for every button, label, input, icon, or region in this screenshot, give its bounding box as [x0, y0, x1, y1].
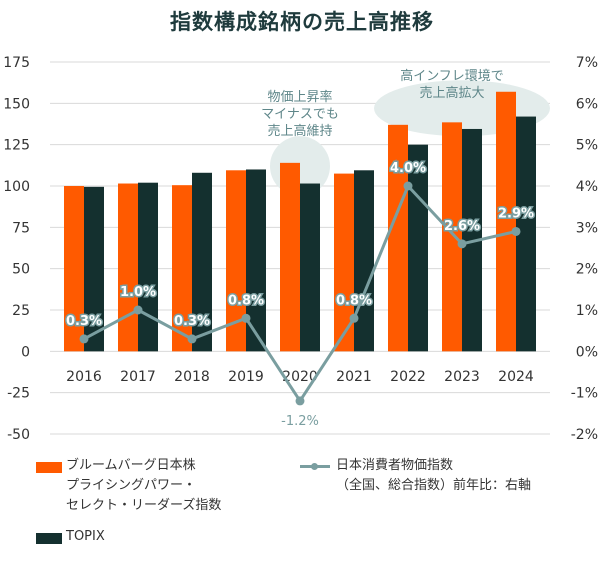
- cpi-point: [79, 334, 89, 344]
- cpi-data-label: 2.6%: [444, 219, 480, 234]
- bar-topix: [246, 169, 266, 352]
- y-right-tick-label: 2%: [576, 262, 598, 278]
- cpi-data-label: 1.0%: [120, 285, 156, 300]
- x-tick-label: 2023: [444, 369, 480, 385]
- bar-topix: [300, 183, 320, 352]
- x-tick-label: 2022: [390, 369, 426, 385]
- bar-pricing-power: [172, 185, 192, 352]
- legend-label-pricing-power: ブルームバーグ日本株 プライシングパワー・ セレクト・リーダーズ指数: [66, 458, 222, 513]
- legend-label-cpi: 日本消費者物価指数 （全国、総合指数）前年比：右軸: [336, 458, 532, 493]
- cpi-data-label: 4.0%: [390, 161, 426, 176]
- annotation-high-inflation: 売上高拡大: [419, 85, 484, 101]
- cpi-point: [187, 334, 197, 344]
- chart-title: 指数構成銘柄の売上高推移: [170, 10, 434, 34]
- y-left-tick-label: 25: [12, 303, 30, 319]
- x-tick-label: 2021: [336, 369, 372, 385]
- x-tick-label: 2016: [66, 369, 102, 385]
- cpi-point: [295, 396, 305, 406]
- cpi-data-label: -1.2%: [281, 414, 319, 429]
- bar-pricing-power: [496, 91, 516, 352]
- y-left-tick-label: 150: [3, 96, 30, 112]
- legend-swatch-topix: [36, 533, 62, 544]
- y-right-tick-label: 6%: [576, 96, 598, 112]
- cpi-point: [511, 226, 521, 236]
- x-tick-label: 2017: [120, 369, 156, 385]
- bar-topix: [354, 170, 374, 352]
- y-left-tick-label: 175: [3, 55, 30, 71]
- bar-pricing-power: [64, 186, 84, 352]
- x-tick-label: 2019: [228, 369, 264, 385]
- legend-marker-cpi: [311, 463, 318, 470]
- bar-pricing-power: [442, 122, 462, 352]
- y-right-tick-label: 3%: [576, 220, 598, 236]
- bar-topix: [516, 116, 536, 352]
- y-left-tick-label: 100: [3, 179, 30, 195]
- y-left-tick-label: 75: [12, 220, 30, 236]
- annotation-2020: マイナスでも: [261, 107, 339, 122]
- cpi-point: [403, 181, 413, 191]
- y-right-tick-label: 4%: [576, 179, 598, 195]
- legend-label-topix: TOPIX: [66, 529, 105, 544]
- bar-topix: [408, 144, 428, 352]
- y-right-tick-label: -2%: [571, 427, 598, 443]
- y-left-tick-label: 0: [21, 344, 30, 360]
- y-right-tick-label: 0%: [576, 344, 598, 360]
- cpi-data-label: 2.9%: [498, 206, 534, 221]
- cpi-point: [241, 313, 251, 323]
- bar-pricing-power: [118, 183, 138, 352]
- bar-pricing-power: [226, 170, 246, 352]
- bar-pricing-power: [388, 124, 408, 352]
- legend-swatch-pricing-power: [36, 462, 62, 473]
- y-right-tick-label: 1%: [576, 303, 598, 319]
- cpi-point: [349, 313, 359, 323]
- bar-pricing-power: [334, 173, 354, 352]
- annotation-high-inflation: 高インフレ環境で: [400, 68, 504, 84]
- y-right-tick-label: 5%: [576, 138, 598, 154]
- x-tick-label: 2018: [174, 369, 210, 385]
- cpi-data-label: 0.8%: [336, 293, 372, 308]
- bar-topix: [138, 182, 158, 352]
- cpi-data-label: 0.3%: [174, 314, 210, 329]
- annotation-2020: 物価上昇率: [267, 89, 332, 105]
- cpi-data-label: 0.8%: [228, 293, 264, 308]
- y-right-tick-label: 7%: [576, 55, 598, 71]
- y-left-tick-label: -50: [7, 427, 30, 443]
- cpi-point: [133, 305, 143, 315]
- y-left-tick-label: 50: [12, 262, 30, 278]
- bar-topix: [192, 172, 212, 352]
- bar-pricing-power: [280, 162, 300, 352]
- y-right-tick-label: -1%: [571, 386, 598, 402]
- y-left-tick-label: -25: [7, 386, 30, 402]
- x-tick-label: 2020: [282, 369, 318, 385]
- bar-topix: [84, 186, 104, 352]
- x-tick-label: 2024: [498, 369, 534, 385]
- chart: 175 150 125 100 75 50 25 0 -25 -50 7% 6% 5% 4% 3% 2% 1% 0…: [3, 55, 598, 443]
- cpi-point: [457, 239, 467, 249]
- cpi-data-label: 0.3%: [66, 314, 102, 329]
- y-left-tick-label: 125: [3, 138, 30, 154]
- annotation-2020: 売上高維持: [267, 123, 332, 139]
